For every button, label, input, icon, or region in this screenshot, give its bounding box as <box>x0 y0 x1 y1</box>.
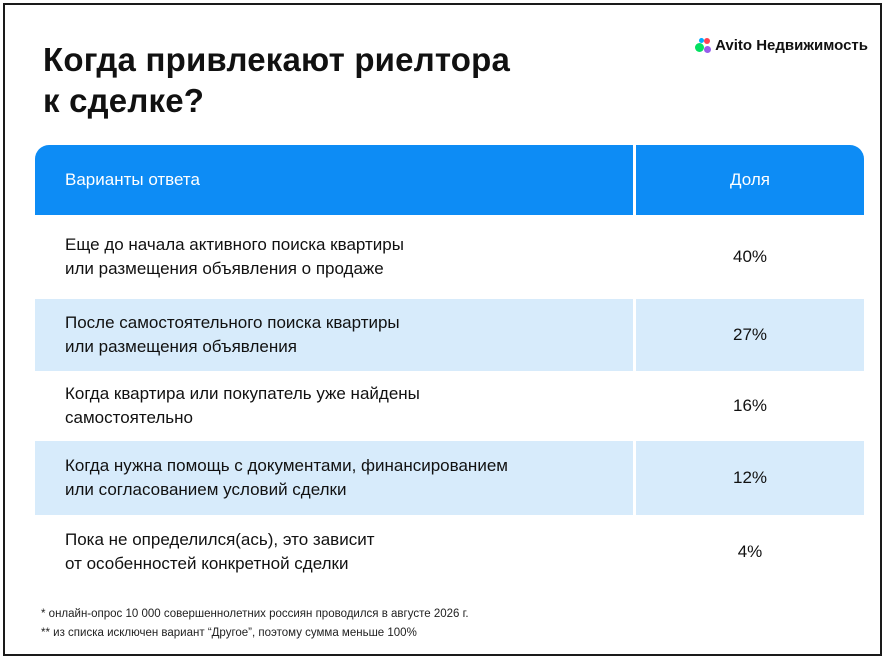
answer-line2: от особенностей конкретной сделки <box>65 554 349 573</box>
answer-line1: Когда нужна помощь с документами, финанс… <box>65 456 508 475</box>
share-cell: 16% <box>732 396 768 415</box>
footnote-survey: * онлайн-опрос 10 000 совершеннолетних р… <box>41 608 469 620</box>
table-row: После самостоятельного поиска квартиры и… <box>35 299 864 371</box>
table-row: Когда квартира или покупатель уже найден… <box>35 371 864 441</box>
answer-cell: После самостоятельного поиска квартиры и… <box>35 311 633 359</box>
page-title-line2: к сделке? <box>43 82 205 119</box>
column-divider <box>633 215 636 299</box>
answer-line1: Когда квартира или покупатель уже найден… <box>65 384 420 403</box>
page-title-line1: Когда привлекают риелтора <box>43 41 511 78</box>
answer-line1: Еще до начала активного поиска квартиры <box>65 235 404 254</box>
answer-line2: или согласованием условий сделки <box>65 480 347 499</box>
answer-line2: или размещения объявления о продаже <box>65 259 384 278</box>
table-header: Варианты ответа Доля <box>35 145 864 215</box>
footnotes: * онлайн-опрос 10 000 совершеннолетних р… <box>41 605 469 643</box>
share-cell: 40% <box>732 247 768 266</box>
avito-logo: Avito Недвижимость <box>695 37 868 54</box>
table-row: Когда нужна помощь с документами, финанс… <box>35 441 864 515</box>
column-divider <box>633 515 636 589</box>
answer-line1: После самостоятельного поиска квартиры <box>65 313 400 332</box>
share-cell: 27% <box>732 325 768 344</box>
table-row: Еще до начала активного поиска квартиры … <box>35 215 864 299</box>
answer-cell: Пока не определился(ась), это зависит от… <box>35 528 633 576</box>
share-cell: 12% <box>732 468 768 487</box>
column-divider <box>633 441 636 515</box>
answer-line1: Пока не определился(ась), это зависит <box>65 530 375 549</box>
column-divider <box>633 299 636 371</box>
header-share: Доля <box>730 170 770 189</box>
share-cell: 4% <box>737 542 763 561</box>
answer-line2: самостоятельно <box>65 408 193 427</box>
column-divider <box>633 371 636 441</box>
table-row: Пока не определился(ась), это зависит от… <box>35 515 864 589</box>
header-answers: Варианты ответа <box>65 170 200 189</box>
logo-text: Avito Недвижимость <box>715 37 868 54</box>
answer-line2: или размещения объявления <box>65 337 297 356</box>
header-divider <box>633 145 636 215</box>
answer-cell: Когда квартира или покупатель уже найден… <box>35 382 633 430</box>
survey-table: Варианты ответа Доля Еще до начала актив… <box>35 145 864 589</box>
page-title: Когда привлекают риелтора к сделке? <box>43 39 510 121</box>
slide-frame: Когда привлекают риелтора к сделке? Avit… <box>3 3 882 656</box>
answer-cell: Еще до начала активного поиска квартиры … <box>35 233 633 281</box>
avito-dots-logo-icon <box>695 37 712 54</box>
answer-cell: Когда нужна помощь с документами, финанс… <box>35 454 633 502</box>
footnote-exclusion: ** из списка исключен вариант “Другое”, … <box>41 627 417 639</box>
